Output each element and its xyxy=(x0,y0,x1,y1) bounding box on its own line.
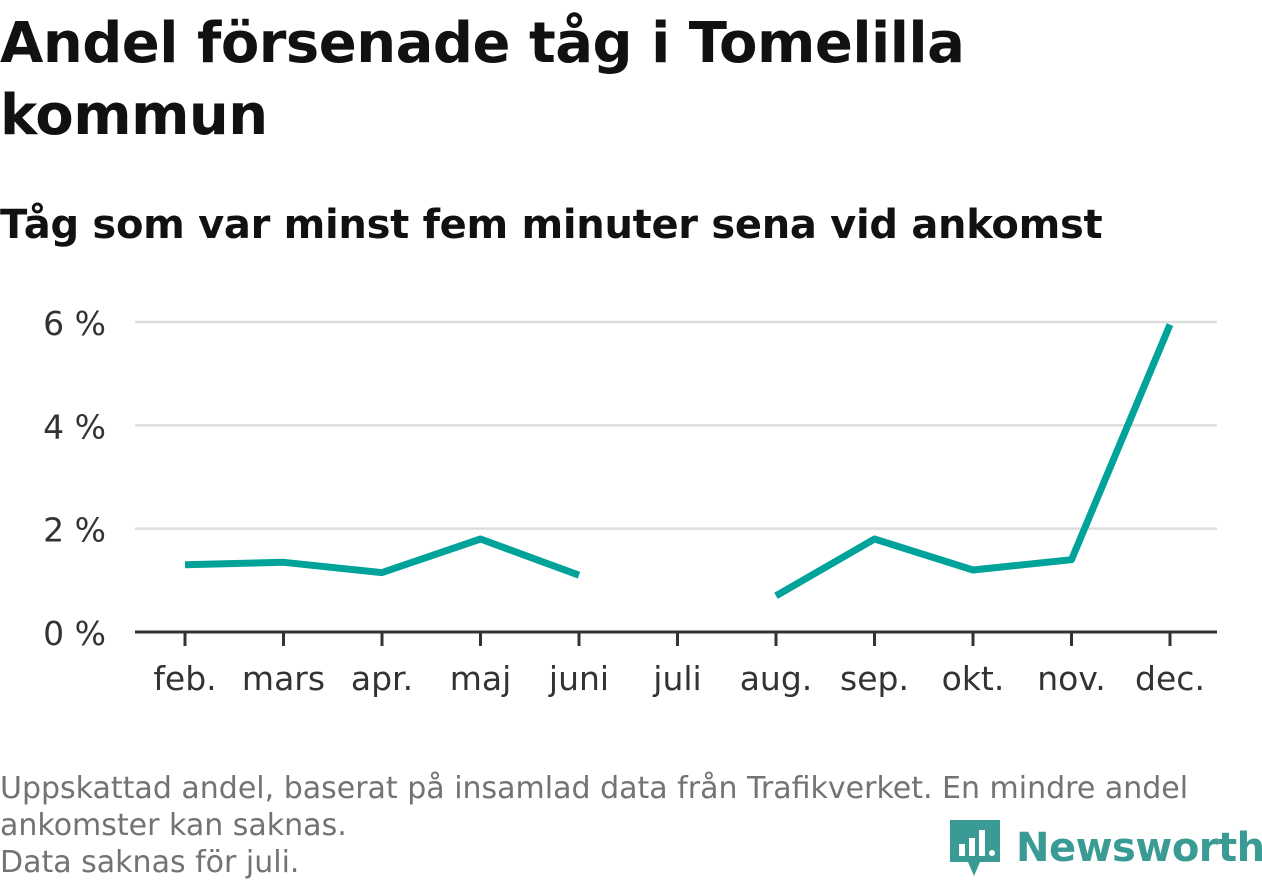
series-line-segment xyxy=(185,539,579,575)
logo-text: Newsworthy xyxy=(1016,820,1262,876)
x-tick-label: okt. xyxy=(942,659,1005,698)
y-tick-label: 6 % xyxy=(43,304,106,343)
axes xyxy=(135,632,1217,646)
x-tick-label: sep. xyxy=(840,659,909,698)
newsworthy-logo: Newsworthy xyxy=(950,820,1262,876)
newsworthy-bar-chart-icon xyxy=(950,820,1000,876)
footnote-line-1: Uppskattad andel, baserat på insamlad da… xyxy=(0,770,1250,807)
x-tick-label: dec. xyxy=(1135,659,1205,698)
x-tick-label: juli xyxy=(652,659,701,698)
x-tick-label: juni xyxy=(548,659,609,698)
y-tick-label: 4 % xyxy=(43,407,106,446)
x-tick-label: mars xyxy=(242,659,325,698)
x-tick-label: apr. xyxy=(351,659,413,698)
y-tick-label: 2 % xyxy=(43,511,106,550)
x-tick-label: nov. xyxy=(1037,659,1106,698)
x-tick-label: maj xyxy=(450,659,512,698)
series-line-segment xyxy=(776,325,1170,596)
series-lines xyxy=(185,325,1170,596)
x-tick-label: feb. xyxy=(153,659,216,698)
x-tick-label: aug. xyxy=(740,659,813,698)
gridlines xyxy=(135,322,1217,529)
y-tick-label: 0 % xyxy=(43,614,106,653)
